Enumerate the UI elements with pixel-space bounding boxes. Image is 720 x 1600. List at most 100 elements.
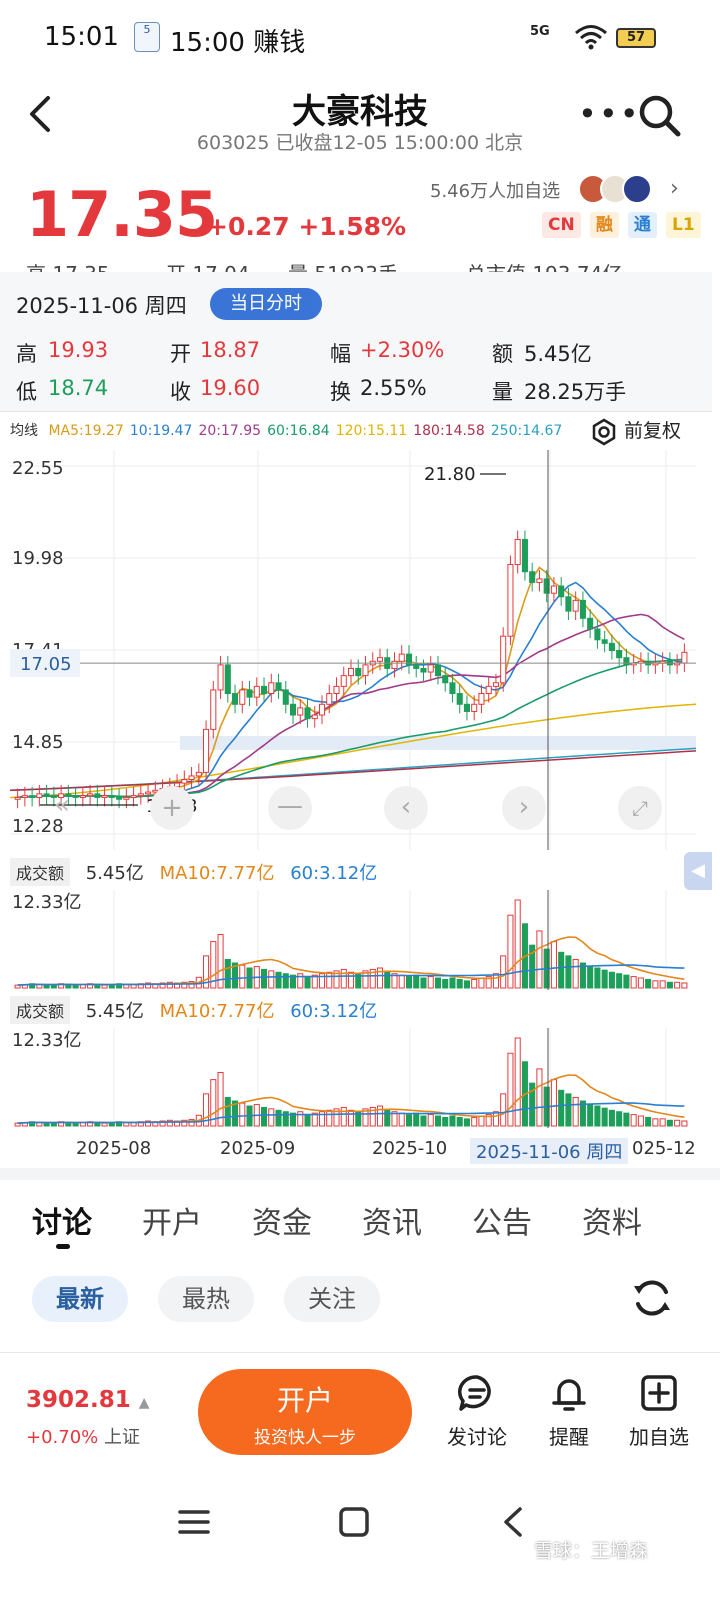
watcher-avatars[interactable] (578, 174, 664, 204)
amount-bar (623, 974, 630, 989)
adjust-toggle[interactable]: 前复权 (590, 416, 681, 446)
tab-news[interactable]: 资讯 (362, 1206, 422, 1241)
volume-value: 5.45亿 (85, 863, 144, 884)
panel-toggle-icon[interactable]: ◀ (684, 852, 712, 890)
popup-turnover-label: 换 (330, 380, 351, 404)
stock-name: 大豪科技 (292, 92, 428, 132)
watchers-count[interactable]: 5.46万人加自选 (430, 181, 561, 202)
amount-bar (304, 1114, 311, 1127)
amount-bar (420, 977, 427, 989)
tab-announcements[interactable]: 公告 (472, 1206, 532, 1241)
amount-bar (289, 1112, 297, 1127)
amount-bar (282, 973, 289, 989)
search-icon[interactable] (636, 92, 682, 138)
ma-legend[interactable]: 均线 MA5:19.27 10:19.47 20:17.95 60:16.84 120:… (10, 420, 568, 444)
ma120-line (10, 703, 696, 799)
amount-bar (637, 977, 644, 989)
amount-bar (181, 981, 188, 989)
candle (376, 657, 384, 662)
candle (340, 675, 347, 687)
amount-bar (550, 941, 557, 989)
cursor-price: 17.05 (20, 654, 72, 675)
candle (282, 689, 289, 705)
last-price: 17.35 (26, 178, 218, 251)
back-arrow-icon[interactable] (22, 92, 58, 136)
amount-bar (376, 967, 384, 989)
chevron-right-icon[interactable]: › (670, 176, 679, 201)
home-icon[interactable] (338, 1506, 370, 1538)
amount-bar (587, 966, 594, 989)
alert-button[interactable]: 提醒 (524, 1373, 614, 1450)
candle (232, 693, 239, 705)
post-discussion-label: 发讨论 (447, 1425, 507, 1449)
candle (543, 578, 550, 594)
recent-apps-icon[interactable] (178, 1508, 210, 1536)
intraday-button[interactable]: 当日分时 (210, 288, 322, 320)
amount-bar (442, 1116, 449, 1127)
amount-bar (579, 1100, 586, 1127)
tab-profile[interactable]: 资料 (582, 1206, 642, 1241)
amount-bar (210, 941, 217, 989)
refresh-icon[interactable] (630, 1276, 674, 1320)
amount-bar (275, 1109, 282, 1127)
tag-connect[interactable]: 通 (627, 212, 657, 238)
popup-vol-label: 量 (492, 380, 513, 404)
nav-back-icon[interactable] (500, 1506, 526, 1538)
tab-funds[interactable]: 资金 (252, 1206, 312, 1241)
amount-bar (463, 980, 470, 989)
candle (275, 682, 282, 691)
amount-bar (376, 1105, 384, 1127)
popup-amp: +2.30% (360, 338, 445, 362)
tab-open-account[interactable]: 开户 (142, 1206, 202, 1241)
more-icon[interactable]: ••• (578, 95, 641, 133)
amount-bar (601, 1107, 608, 1127)
amount-bar (43, 1122, 50, 1127)
tag-margin[interactable]: 融 (589, 212, 619, 238)
amount-chart[interactable]: 12.33亿 (10, 890, 696, 990)
candle (594, 628, 601, 641)
tab-discussion[interactable]: 讨论 (32, 1206, 92, 1241)
post-discussion-button[interactable]: 发讨论 (432, 1373, 522, 1450)
candle (203, 728, 210, 773)
open-account-button[interactable]: 开户 投资快人一步 (198, 1369, 412, 1455)
index-value[interactable]: 3902.81 ▲ (26, 1387, 150, 1413)
amount-bar (282, 1111, 289, 1127)
amount-bar (159, 982, 166, 989)
peek-open: 开 17.04 (166, 262, 250, 274)
tag-cn[interactable]: CN (542, 212, 581, 238)
ma250-line (10, 747, 696, 792)
wifi-icon (575, 25, 607, 50)
candle (521, 538, 528, 573)
next-icon[interactable]: › (502, 786, 546, 830)
scroll-left-icon[interactable]: « (54, 790, 70, 820)
volume-value-2: 5.45亿 (85, 1001, 144, 1022)
candle (434, 664, 442, 677)
amount-bar (449, 1115, 456, 1127)
filter-hot[interactable]: 最热 (158, 1276, 254, 1322)
amount-bar (347, 1109, 355, 1127)
volume-header-2[interactable]: 成交额 5.45亿 MA10:7.77亿 60:3.12亿 (10, 996, 387, 1026)
amount-bar (645, 978, 652, 989)
amount-chart-2[interactable]: 12.33亿 (10, 1028, 696, 1128)
bottom-action-bar: 3902.81 ▲ +0.70% 上证 开户 投资快人一步 发讨论 提醒 (0, 1352, 720, 1470)
notification-icon: 5 (134, 22, 160, 52)
prev-icon[interactable]: ‹ (384, 786, 428, 830)
amount-bar (594, 1105, 601, 1127)
zoom-in-icon[interactable]: + (150, 786, 194, 830)
fullscreen-icon[interactable]: ⤢ (618, 786, 662, 830)
tag-l1[interactable]: L1 (666, 212, 701, 238)
candle (608, 642, 615, 652)
filter-latest[interactable]: 最新 (32, 1276, 128, 1322)
amount-bar (333, 1108, 340, 1127)
index-change-pct: +0.70% (26, 1427, 99, 1448)
amount-bar (659, 1118, 666, 1127)
amount-bar (145, 1120, 152, 1127)
filter-following[interactable]: 关注 (284, 1276, 380, 1322)
zoom-out-icon[interactable]: — (268, 786, 312, 830)
candle (442, 675, 449, 684)
add-watchlist-button[interactable]: 加自选 (614, 1373, 704, 1450)
amount-bar (587, 1104, 594, 1127)
volume-header[interactable]: 成交额 5.45亿 MA10:7.77亿 60:3.12亿 (10, 858, 387, 888)
amount-bar (340, 1106, 347, 1127)
